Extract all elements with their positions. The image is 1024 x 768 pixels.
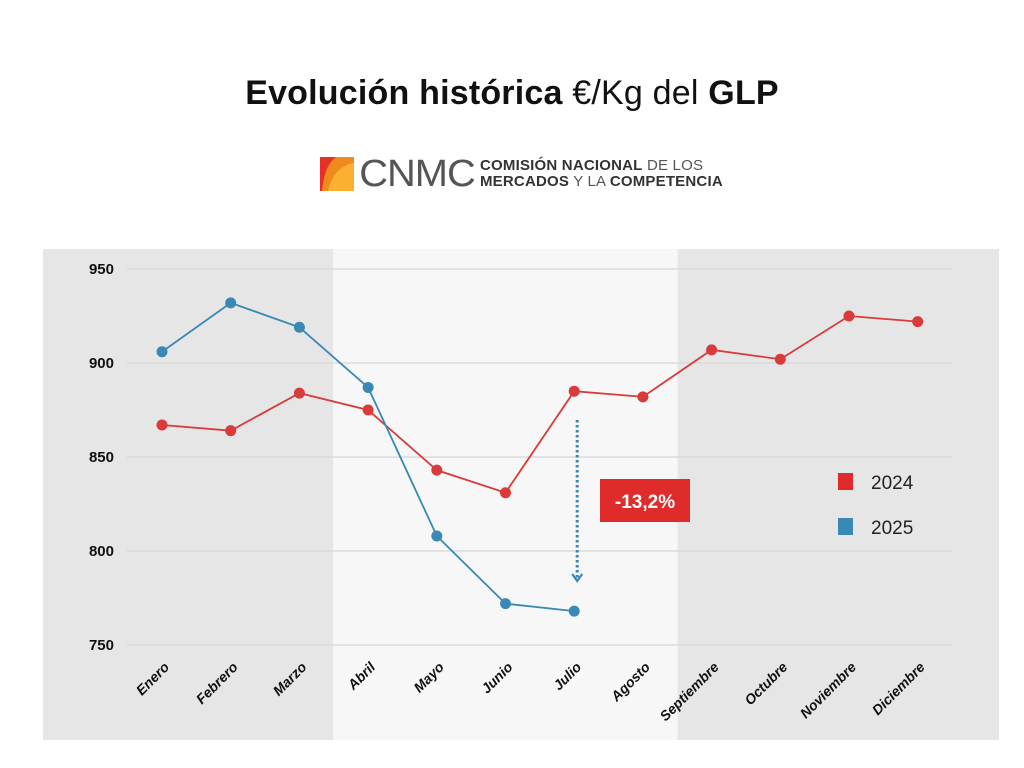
title-product: GLP (708, 74, 779, 112)
annotation-badge (600, 479, 690, 522)
data-point (637, 391, 649, 403)
data-point (500, 598, 511, 610)
y-axis-ticks: 950 900 850 800 750 (89, 261, 114, 654)
data-point (431, 464, 443, 476)
chart-title: Evolución histórica €/Kg del GLP (0, 74, 1024, 113)
data-point (362, 381, 374, 393)
legend-swatch (838, 473, 853, 490)
data-point (912, 316, 924, 328)
series-line-2024 (161, 315, 918, 494)
data-point (843, 310, 855, 322)
annotation-group: -13,2% (571, 420, 690, 583)
data-point (706, 344, 718, 356)
logo-line1-bold: COMISIÓN NACIONAL (479, 157, 643, 174)
legend-swatch (838, 518, 853, 535)
series-2025 (156, 297, 580, 617)
data-point (156, 346, 168, 358)
cnmc-logo-mark-icon (320, 157, 356, 191)
series-2024 (156, 310, 924, 499)
logo-line2-bold: MERCADOS (479, 173, 570, 190)
arrow-head-icon (571, 573, 584, 583)
data-point (293, 321, 305, 333)
title-bold-part: Evolución histórica (245, 74, 563, 112)
data-point (431, 530, 443, 542)
data-point (225, 425, 237, 437)
title-unit: €/Kg del (572, 74, 699, 112)
data-point (156, 419, 168, 431)
data-point (774, 353, 786, 365)
y-tick-label: 750 (89, 637, 114, 654)
y-tick-label: 900 (89, 355, 114, 372)
y-tick-label: 850 (89, 449, 114, 466)
annotation-text: -13,2% (615, 492, 675, 513)
grid-lines (127, 268, 952, 646)
legend-label: 2025 (871, 518, 913, 539)
legend-label: 2024 (871, 473, 914, 494)
data-point (500, 487, 511, 499)
y-tick-label: 950 (89, 261, 114, 278)
data-point (568, 605, 580, 617)
data-point (568, 385, 580, 397)
logo-line2-light: Y LA (573, 173, 606, 190)
data-point (293, 387, 305, 399)
data-point (362, 404, 374, 416)
cnmc-letters: CNMC (359, 153, 476, 195)
series-group (156, 297, 924, 617)
cnmc-full-name: COMISIÓN NACIONAL DE LOS MERCADOS Y LA C… (480, 158, 723, 190)
logo-line2-bold2: COMPETENCIA (609, 173, 723, 190)
y-tick-label: 800 (89, 543, 114, 560)
legend: 2024 2025 (838, 473, 914, 539)
cnmc-logo: CNMC COMISIÓN NACIONAL DE LOS MERCADOS Y… (320, 153, 723, 195)
data-point (225, 297, 237, 309)
logo-line1-light: DE LOS (646, 157, 704, 174)
